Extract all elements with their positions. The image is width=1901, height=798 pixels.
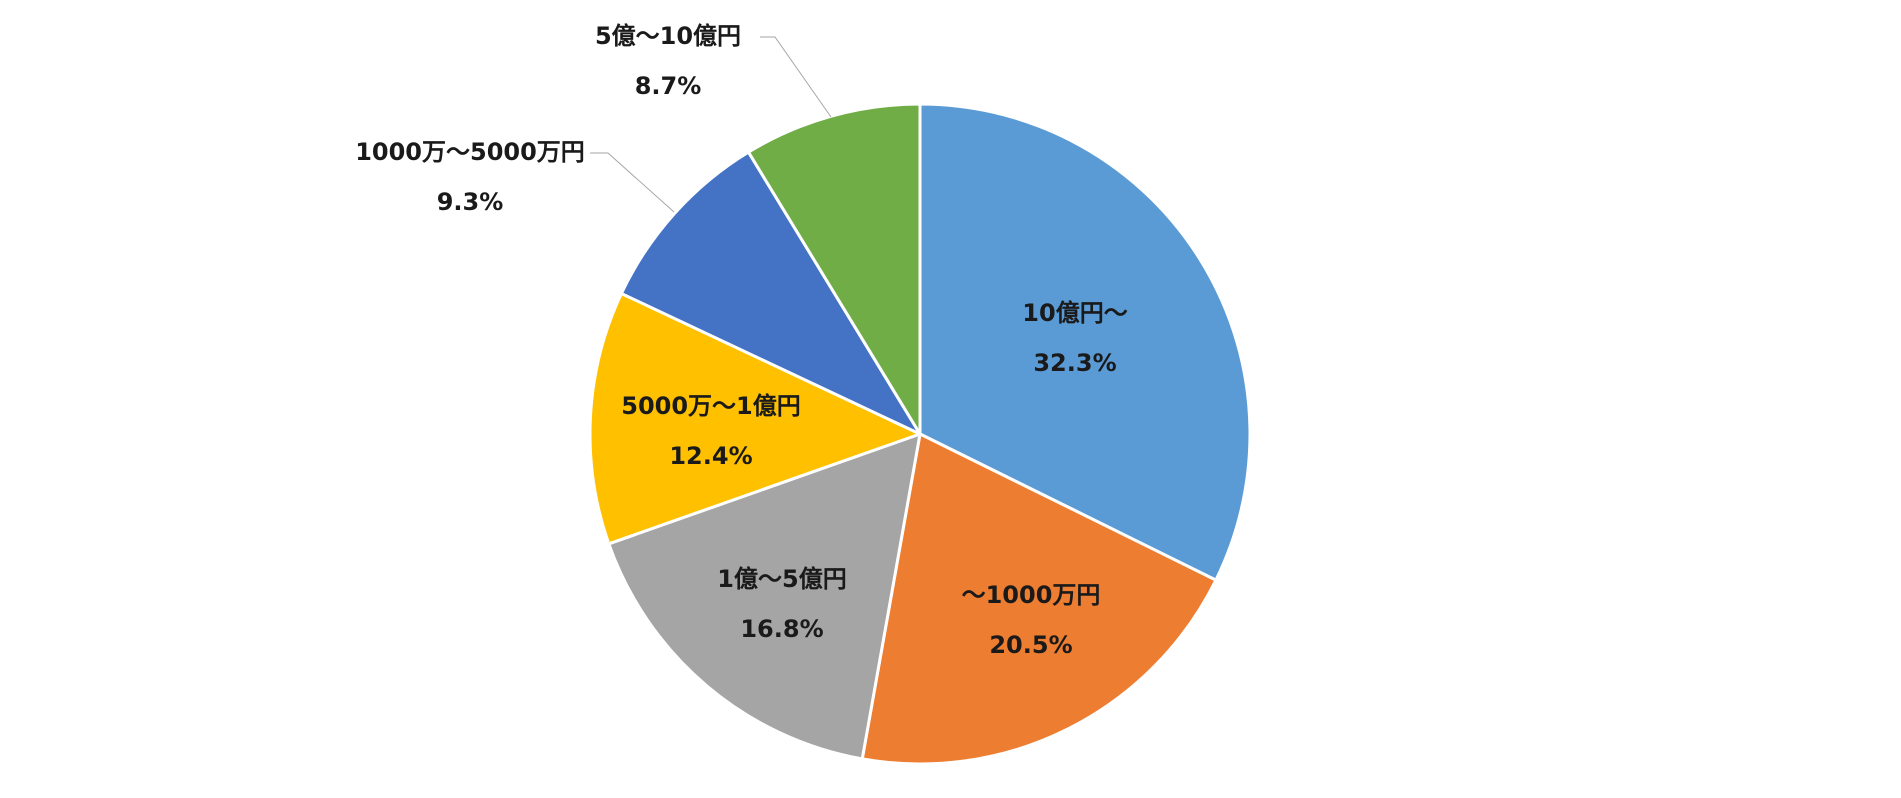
pie-slices bbox=[588, 102, 1252, 766]
pie-slice bbox=[918, 102, 1252, 582]
slice-value-label: 12.4% bbox=[669, 442, 752, 470]
leader-line bbox=[590, 152, 675, 213]
pie-slice bbox=[607, 432, 922, 761]
slice-value-label: 16.8% bbox=[740, 615, 823, 643]
slice-label: ～1000万円 bbox=[962, 581, 1101, 609]
leader-line bbox=[760, 36, 832, 118]
pie-slice bbox=[860, 432, 1218, 766]
slice-label: 5億～10億円 bbox=[595, 22, 741, 50]
slice-label: 10億円～ bbox=[1022, 299, 1127, 327]
slice-label: 1億～5億円 bbox=[717, 565, 846, 593]
slice-value-label: 32.3% bbox=[1033, 349, 1116, 377]
leader-lines bbox=[590, 36, 832, 213]
pie-slice bbox=[619, 150, 922, 436]
slice-value-label: 20.5% bbox=[989, 631, 1072, 659]
slice-label: 1000万～5000万円 bbox=[355, 138, 585, 166]
pie-slice bbox=[588, 291, 922, 546]
slice-value-label: 8.7% bbox=[635, 72, 702, 100]
slice-label: 5000万～1億円 bbox=[621, 392, 801, 420]
slice-value-label: 9.3% bbox=[437, 188, 504, 216]
data-labels: 10億円～ 32.3% ～1000万円 20.5% 1億～5億円 16.8% 5000万～1… bbox=[355, 22, 1128, 659]
